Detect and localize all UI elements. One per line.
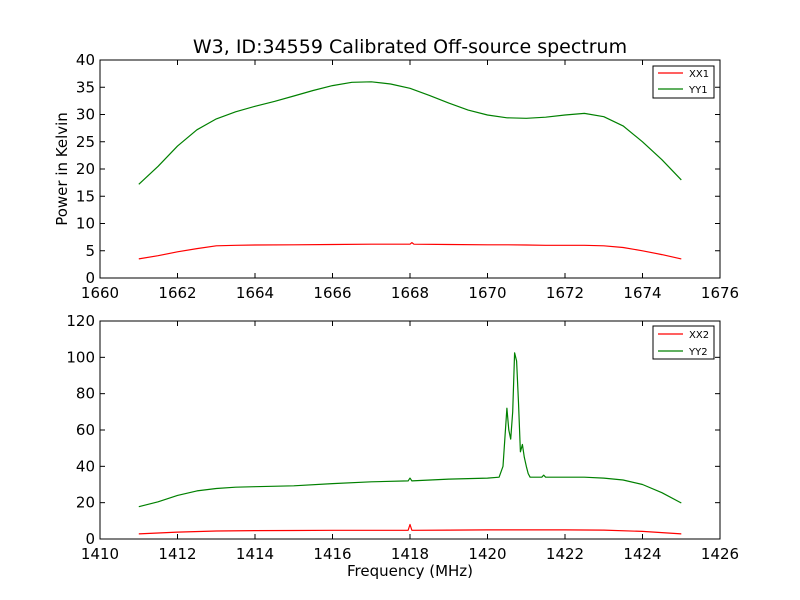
x-tick-label: 1422 xyxy=(546,545,584,563)
y-tick-label: 30 xyxy=(76,106,95,124)
x-tick-label: 1420 xyxy=(468,545,506,563)
bottom-legend: XX2 YY2 xyxy=(652,325,715,360)
top-plot-area xyxy=(99,59,721,279)
legend-label-yy2: YY2 xyxy=(688,347,708,358)
top-panel: 1660 1662 1664 1666 1668 1670 1672 1674 1676 0 5 10… xyxy=(53,51,739,302)
chart-title: W3, ID:34559 Calibrated Off-source spect… xyxy=(193,36,627,58)
x-tick-label: 1670 xyxy=(468,284,506,302)
x-tick-label: 1672 xyxy=(546,284,584,302)
bottom-panel: 1410 1412 1414 1416 1418 1420 1422 1424 1426 0 20 4… xyxy=(66,312,739,580)
y-tick-label: 40 xyxy=(76,457,95,475)
y-tick-label: 0 xyxy=(85,269,95,287)
x-tick-label: 1412 xyxy=(158,545,196,563)
bottom-x-axis-label: Frequency (MHz) xyxy=(347,562,473,580)
x-tick-label: 1676 xyxy=(701,284,739,302)
y-tick-label: 20 xyxy=(76,160,95,178)
series-line-yy2 xyxy=(138,352,682,508)
x-tick-label: 1664 xyxy=(236,284,274,302)
y-tick-label: 20 xyxy=(76,494,95,512)
y-tick-label: 80 xyxy=(76,385,95,403)
x-tick-label: 1666 xyxy=(313,284,351,302)
top-legend-box xyxy=(652,65,715,99)
top-legend: XX1 YY1 xyxy=(652,65,715,99)
y-tick-label: 120 xyxy=(66,312,95,330)
top-series-group xyxy=(138,81,682,260)
top-axis-ticks: 1660 1662 1664 1666 1668 1670 1672 1674 1676 0 5 10… xyxy=(76,51,739,302)
legend-label-xx2: XX2 xyxy=(689,330,709,341)
series-line-xx2 xyxy=(138,523,682,535)
x-tick-label: 1660 xyxy=(81,284,119,302)
y-tick-label: 60 xyxy=(76,421,95,439)
y-tick-label: 35 xyxy=(76,78,95,96)
y-tick-label: 0 xyxy=(85,530,95,548)
x-tick-label: 1418 xyxy=(391,545,429,563)
y-tick-label: 5 xyxy=(85,242,95,260)
bottom-legend-box xyxy=(652,325,715,360)
x-tick-label: 1426 xyxy=(701,545,739,563)
legend-label-xx1: XX1 xyxy=(689,69,709,80)
bottom-series-group xyxy=(138,352,682,535)
x-tick-label: 1416 xyxy=(313,545,351,563)
x-tick-label: 1414 xyxy=(236,545,274,563)
top-y-axis-label: Power in Kelvin xyxy=(53,112,71,226)
series-line-yy1 xyxy=(138,81,682,185)
x-tick-label: 1662 xyxy=(158,284,196,302)
y-tick-label: 15 xyxy=(76,187,95,205)
y-tick-label: 40 xyxy=(76,51,95,69)
x-tick-label: 1668 xyxy=(391,284,429,302)
y-tick-label: 100 xyxy=(66,348,95,366)
y-tick-label: 10 xyxy=(76,215,95,233)
series-line-xx1 xyxy=(138,242,682,260)
x-tick-label: 1424 xyxy=(623,545,661,563)
y-tick-label: 25 xyxy=(76,133,95,151)
bottom-plot-area xyxy=(99,320,721,540)
x-tick-label: 1410 xyxy=(81,545,119,563)
legend-label-yy1: YY1 xyxy=(688,85,708,96)
bottom-axis-ticks: 1410 1412 1414 1416 1418 1420 1422 1424 1426 0 20 4… xyxy=(66,312,739,563)
x-tick-label: 1674 xyxy=(623,284,661,302)
